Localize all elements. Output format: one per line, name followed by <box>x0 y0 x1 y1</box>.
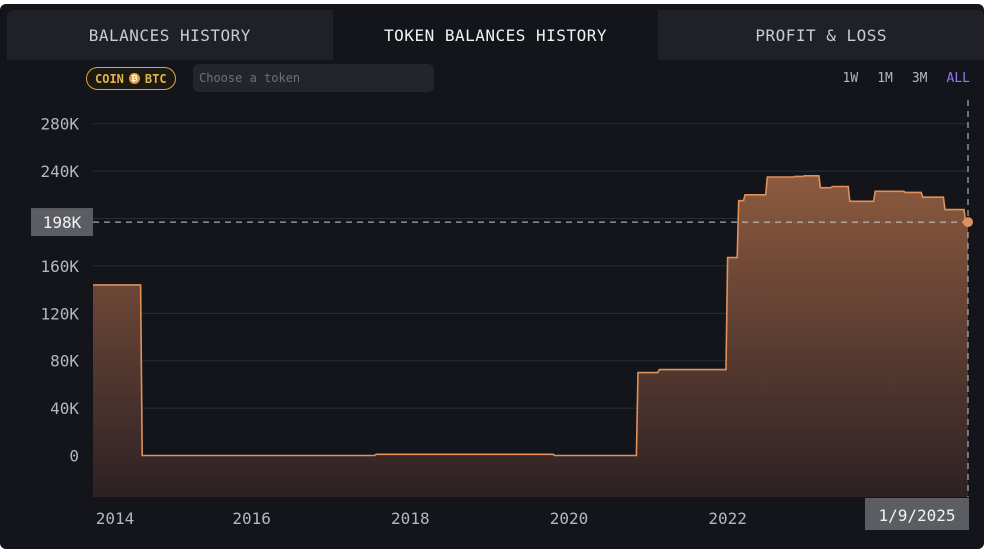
x-tick-label: 2016 <box>232 509 271 528</box>
range-all-button[interactable]: ALL <box>946 71 970 86</box>
tab-token-balances-history[interactable]: TOKEN BALANCES HISTORY <box>332 10 659 60</box>
tab-profit-loss[interactable]: PROFIT & LOSS <box>658 10 984 60</box>
token-search-input[interactable] <box>193 64 434 92</box>
chip-symbol: BTC <box>144 71 167 86</box>
x-tick-label: 2018 <box>391 509 430 528</box>
y-tick-label: 280K <box>40 115 79 134</box>
current-point-marker <box>963 217 973 228</box>
time-range-selector: 1W 1M 3M ALL <box>843 71 970 86</box>
svg-text:198K: 198K <box>43 213 82 232</box>
x-axis: 2014 2016 2018 2020 2022 <box>96 509 747 528</box>
x-tick-label: 2020 <box>550 509 589 528</box>
range-1w-button[interactable]: 1W <box>842 71 859 86</box>
y-tick-label: 240K <box>40 162 79 181</box>
token-filter-chip[interactable]: COIN ₿ BTC <box>86 67 176 90</box>
y-tick-label: 0 <box>69 447 79 466</box>
y-tick-label: 80K <box>50 352 79 371</box>
x-tick-label: 2022 <box>708 509 747 528</box>
y-tick-label: 40K <box>50 399 79 418</box>
y-tick-label: 120K <box>40 304 79 323</box>
range-3m-button[interactable]: 3M <box>911 71 928 86</box>
y-axis: 040K80K120K160K200K240K280K <box>40 115 79 466</box>
bitcoin-icon: ₿ <box>128 73 140 84</box>
range-1m-button[interactable]: 1M <box>877 71 893 86</box>
svg-text:1/9/2025: 1/9/2025 <box>878 506 955 525</box>
balance-area <box>93 175 968 498</box>
crosshair-x-label: 1/9/2025 <box>865 498 969 530</box>
x-tick-label: 2014 <box>96 509 135 528</box>
balance-line <box>93 175 968 457</box>
tab-bar: BALANCES HISTORY TOKEN BALANCES HISTORY … <box>7 10 984 60</box>
tab-balances-history[interactable]: BALANCES HISTORY <box>7 10 333 60</box>
chip-prefix: COIN <box>95 71 124 86</box>
y-tick-label: 160K <box>40 257 79 276</box>
crosshair-y-label: 198K <box>31 208 93 237</box>
